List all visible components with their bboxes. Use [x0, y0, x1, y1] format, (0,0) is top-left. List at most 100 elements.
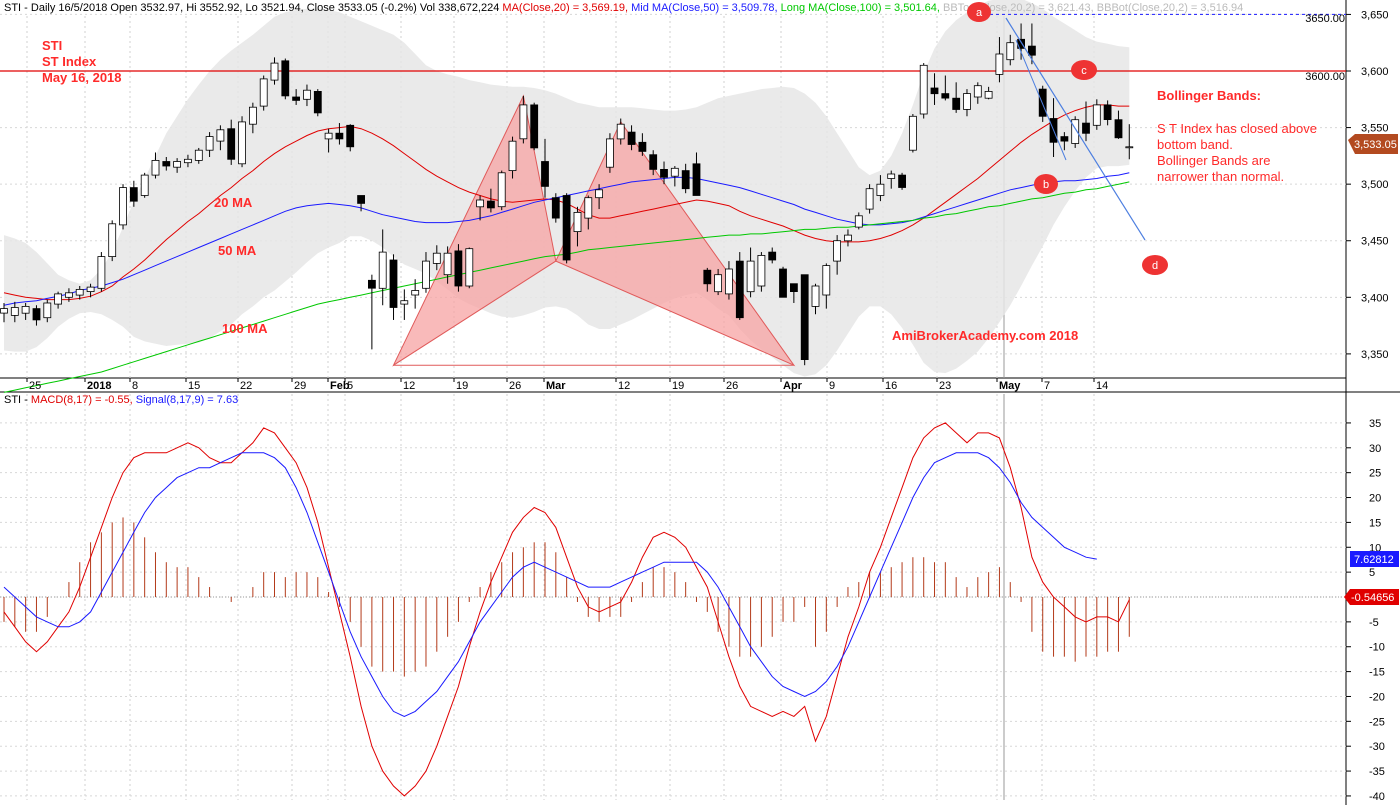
- date-tick-label: 19: [456, 380, 468, 392]
- candle-down: [1028, 45, 1036, 56]
- point-c-label: c: [1081, 65, 1087, 77]
- macd-tick-label: -35: [1369, 766, 1385, 778]
- title-line-1: STI: [42, 38, 62, 53]
- candle-down: [562, 195, 571, 261]
- macd-grid: [0, 394, 1346, 800]
- candle-down: [703, 269, 712, 285]
- macd-tick-label: -20: [1369, 691, 1385, 703]
- candle-down: [227, 128, 236, 160]
- candle-down: [638, 141, 647, 152]
- date-tick-label: 5: [347, 380, 353, 392]
- candle-down: [357, 195, 366, 204]
- candle-down: [1060, 136, 1069, 142]
- candle-down: [800, 274, 809, 361]
- candle-up: [216, 129, 225, 142]
- candle-down: [898, 174, 906, 188]
- last-close-value: 3,533.05: [1354, 139, 1397, 151]
- candle-down: [649, 154, 658, 170]
- date-tick-label: 23: [939, 380, 951, 392]
- note-line-3: Bollinger Bands are: [1157, 153, 1270, 168]
- signal-line: [3, 452, 1097, 717]
- last-close-tag: 3,533.05: [1348, 134, 1398, 154]
- candle-down: [790, 283, 798, 293]
- candle-up: [411, 290, 420, 296]
- candle-up: [887, 173, 896, 179]
- macd-tick-label: -30: [1369, 741, 1385, 753]
- trendline: [1005, 17, 1146, 241]
- price-tick-label: 3,500: [1361, 179, 1389, 191]
- date-tick-label: 22: [240, 380, 252, 392]
- candle-down: [952, 97, 961, 110]
- candle-up: [919, 64, 928, 115]
- candle-up: [270, 62, 279, 81]
- candle-up: [140, 174, 149, 196]
- candle-up: [194, 149, 203, 161]
- macd-last-value: -0.54656: [1351, 592, 1394, 604]
- label-20-ma: 20 MA: [214, 195, 253, 210]
- candle-up: [422, 260, 430, 289]
- candle-up: [43, 302, 52, 319]
- macd-lines: [3, 422, 1130, 797]
- candle-up: [811, 285, 820, 307]
- macd-tick-label: -15: [1369, 667, 1385, 679]
- candle-up: [476, 199, 485, 208]
- candle-up: [670, 167, 679, 177]
- note-line-1: S T Index has closed above: [1157, 121, 1317, 136]
- candle-down: [941, 93, 950, 99]
- note-line-4: narrower than normal.: [1157, 169, 1284, 184]
- macd-tick-label: -40: [1369, 791, 1385, 803]
- candle-up: [1125, 146, 1134, 149]
- candle-up: [173, 161, 182, 168]
- candle-up: [909, 115, 917, 151]
- candle-up: [973, 85, 982, 98]
- level-3600-label: 3600.00: [1305, 71, 1345, 83]
- bollinger-bands: [4, 0, 1130, 377]
- candle-up: [1006, 42, 1015, 61]
- candle-up: [183, 158, 192, 164]
- candle-up: [378, 251, 387, 289]
- candle-up: [97, 256, 106, 289]
- candle-up: [854, 215, 863, 228]
- candle-down: [681, 170, 690, 190]
- candle-down: [129, 187, 138, 202]
- candle-up: [259, 78, 268, 107]
- candle-up: [876, 183, 885, 196]
- candle-up: [432, 252, 441, 264]
- candle-down: [779, 268, 787, 298]
- point-b-marker: b: [1034, 174, 1058, 194]
- candle-up: [205, 136, 214, 151]
- candle-up: [595, 189, 603, 199]
- bollinger-band-area: [4, 0, 1130, 377]
- macd-tick-label: -5: [1369, 617, 1379, 629]
- macd-histogram: [3, 517, 1130, 677]
- candle-up: [725, 268, 733, 295]
- price-levels: [0, 13, 1346, 72]
- candle-up: [963, 93, 971, 110]
- candle-down: [627, 131, 636, 145]
- trendline-inner: [1015, 39, 1067, 161]
- candle-up: [54, 293, 62, 305]
- candle-up: [865, 188, 874, 210]
- candle-up: [465, 248, 474, 287]
- point-d-marker: d: [1142, 255, 1168, 275]
- price-header-ma100: Long MA(Close,100) = 3,501.64,: [781, 2, 940, 14]
- title-line-2: ST Index: [42, 54, 97, 69]
- date-tick-label: 26: [509, 380, 521, 392]
- price-tick-label: 3,550: [1361, 123, 1389, 135]
- price-tick-label: 3,600: [1361, 66, 1389, 78]
- candle-down: [530, 104, 539, 149]
- candle-down: [1114, 119, 1123, 139]
- candle-up: [714, 274, 722, 293]
- level-3650-label: 3650.00: [1305, 13, 1345, 25]
- candle-up: [10, 307, 19, 316]
- candle-up: [443, 252, 452, 276]
- date-tick-label: 8: [132, 380, 138, 392]
- price-header-ma20: MA(Close,20) = 3,569.19,: [502, 2, 628, 14]
- candle-up: [75, 288, 84, 296]
- date-tick-label: 9: [829, 380, 835, 392]
- date-tick-label: Mar: [546, 380, 566, 392]
- price-tick-label: 3,650: [1361, 9, 1389, 21]
